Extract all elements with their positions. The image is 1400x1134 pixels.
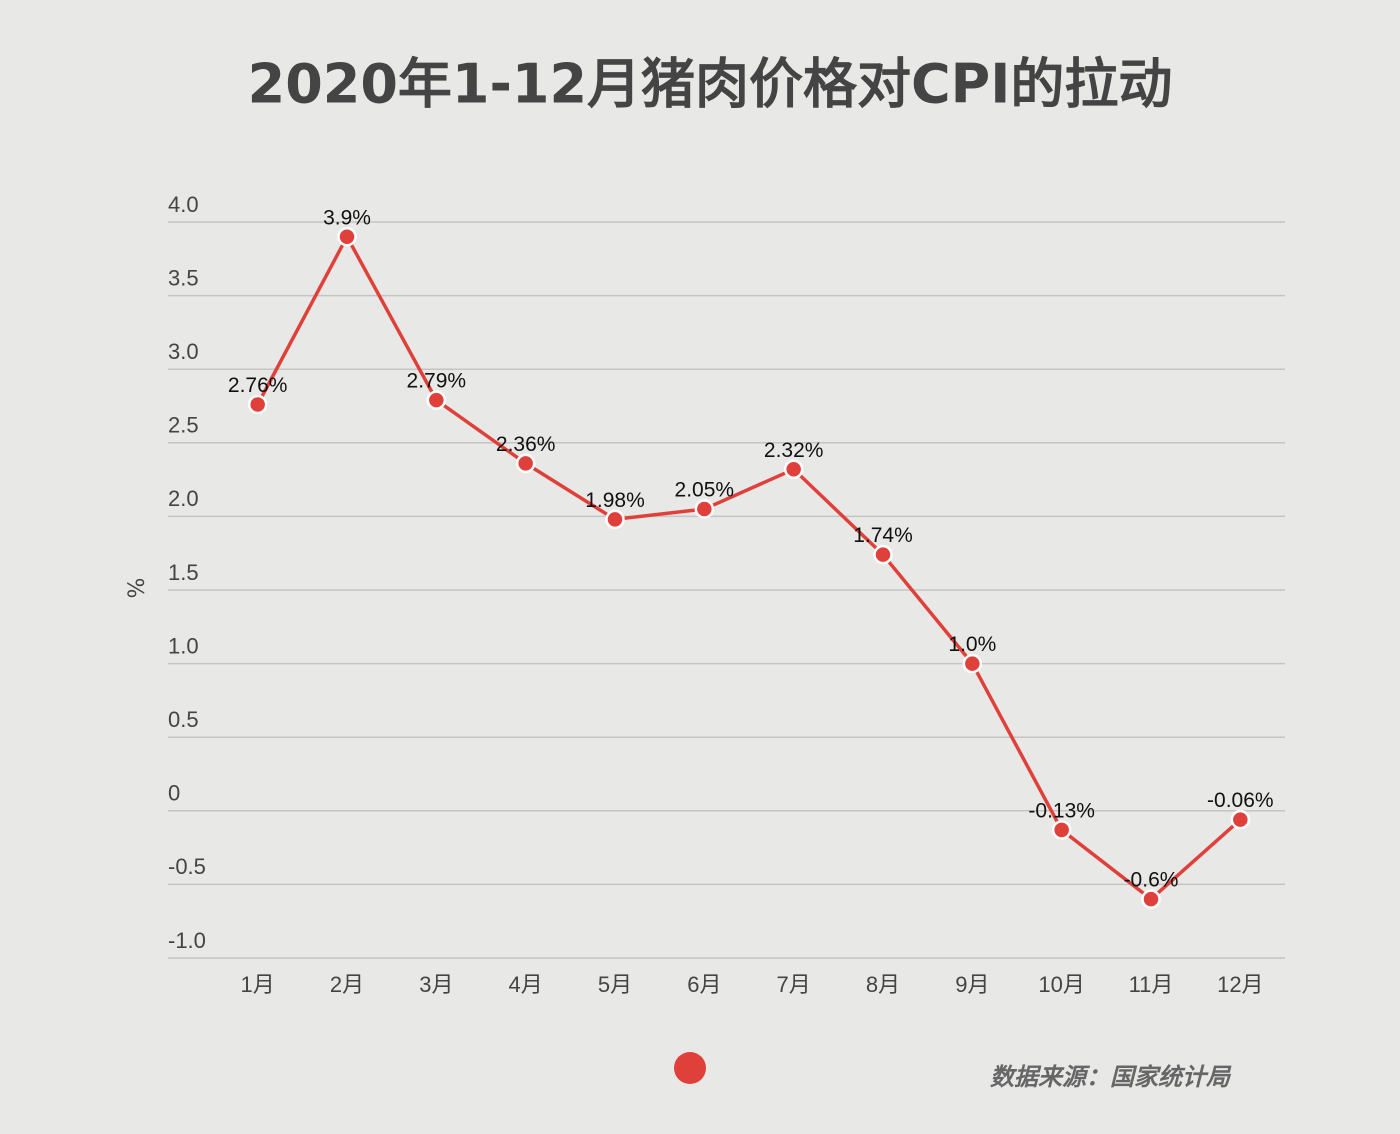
- value-label: 3.9%: [323, 206, 371, 229]
- point: [247, 394, 268, 415]
- x-tick-label: 2月: [330, 972, 364, 997]
- point: [873, 544, 893, 565]
- source-note: 数据来源：国家统计局: [990, 1063, 1232, 1091]
- value-label: 2.36%: [496, 433, 556, 456]
- point: [1051, 820, 1072, 840]
- point: [515, 453, 536, 474]
- x-tick-label: 8月: [866, 972, 900, 997]
- value-label: 2.76%: [228, 374, 288, 397]
- value-label: -0.13%: [1028, 799, 1095, 822]
- point: [605, 509, 625, 530]
- value-label: 2.79%: [407, 370, 467, 393]
- legend-marker: [674, 1052, 706, 1084]
- x-tick-label: 9月: [955, 972, 989, 997]
- point: [426, 390, 447, 410]
- y-tick-label: 2.0: [168, 486, 199, 511]
- value-label: 2.32%: [764, 439, 824, 462]
- point: [1230, 809, 1251, 830]
- point: [962, 653, 983, 674]
- point: [694, 499, 715, 519]
- x-tick-label: 4月: [509, 972, 543, 997]
- chart-title: 2020年1-12月猪肉价格对CPI的拉动: [248, 53, 1173, 116]
- y-tick-label: 0.5: [168, 707, 199, 732]
- y-tick-label: -1.0: [168, 928, 206, 953]
- y-tick-label: 1.0: [168, 633, 199, 658]
- x-tick-label: 7月: [777, 972, 811, 997]
- y-tick-label: 1.5: [168, 560, 199, 585]
- x-tick-label: 1月: [241, 972, 275, 997]
- value-label: 1.0%: [948, 633, 996, 656]
- x-tick-label: 10月: [1038, 972, 1084, 997]
- x-tick-label: 5月: [598, 972, 632, 997]
- x-tick-label: 12月: [1217, 972, 1263, 997]
- y-tick-label: 4.0: [168, 192, 199, 217]
- value-label: 1.74%: [853, 524, 913, 547]
- x-tick-label: 11月: [1129, 972, 1174, 997]
- value-label: -0.06%: [1207, 789, 1274, 812]
- line: [256, 233, 1242, 902]
- y-tick-label: 3.0: [168, 339, 199, 364]
- point: [337, 226, 357, 247]
- x-tick-label: 3月: [419, 972, 453, 997]
- y-tick-label: -0.5: [168, 854, 206, 879]
- point: [1141, 889, 1161, 909]
- y-tick-label: 2.5: [168, 413, 199, 438]
- value-label: -0.6%: [1124, 869, 1179, 892]
- value-label: 2.05%: [675, 479, 735, 502]
- point: [783, 459, 804, 480]
- y-axis-label: %: [125, 578, 150, 599]
- value-label: 1.98%: [585, 489, 645, 512]
- y-tick-label: 0: [168, 781, 180, 806]
- y-tick-label: 3.5: [168, 265, 199, 290]
- x-tick-label: 6月: [687, 972, 721, 997]
